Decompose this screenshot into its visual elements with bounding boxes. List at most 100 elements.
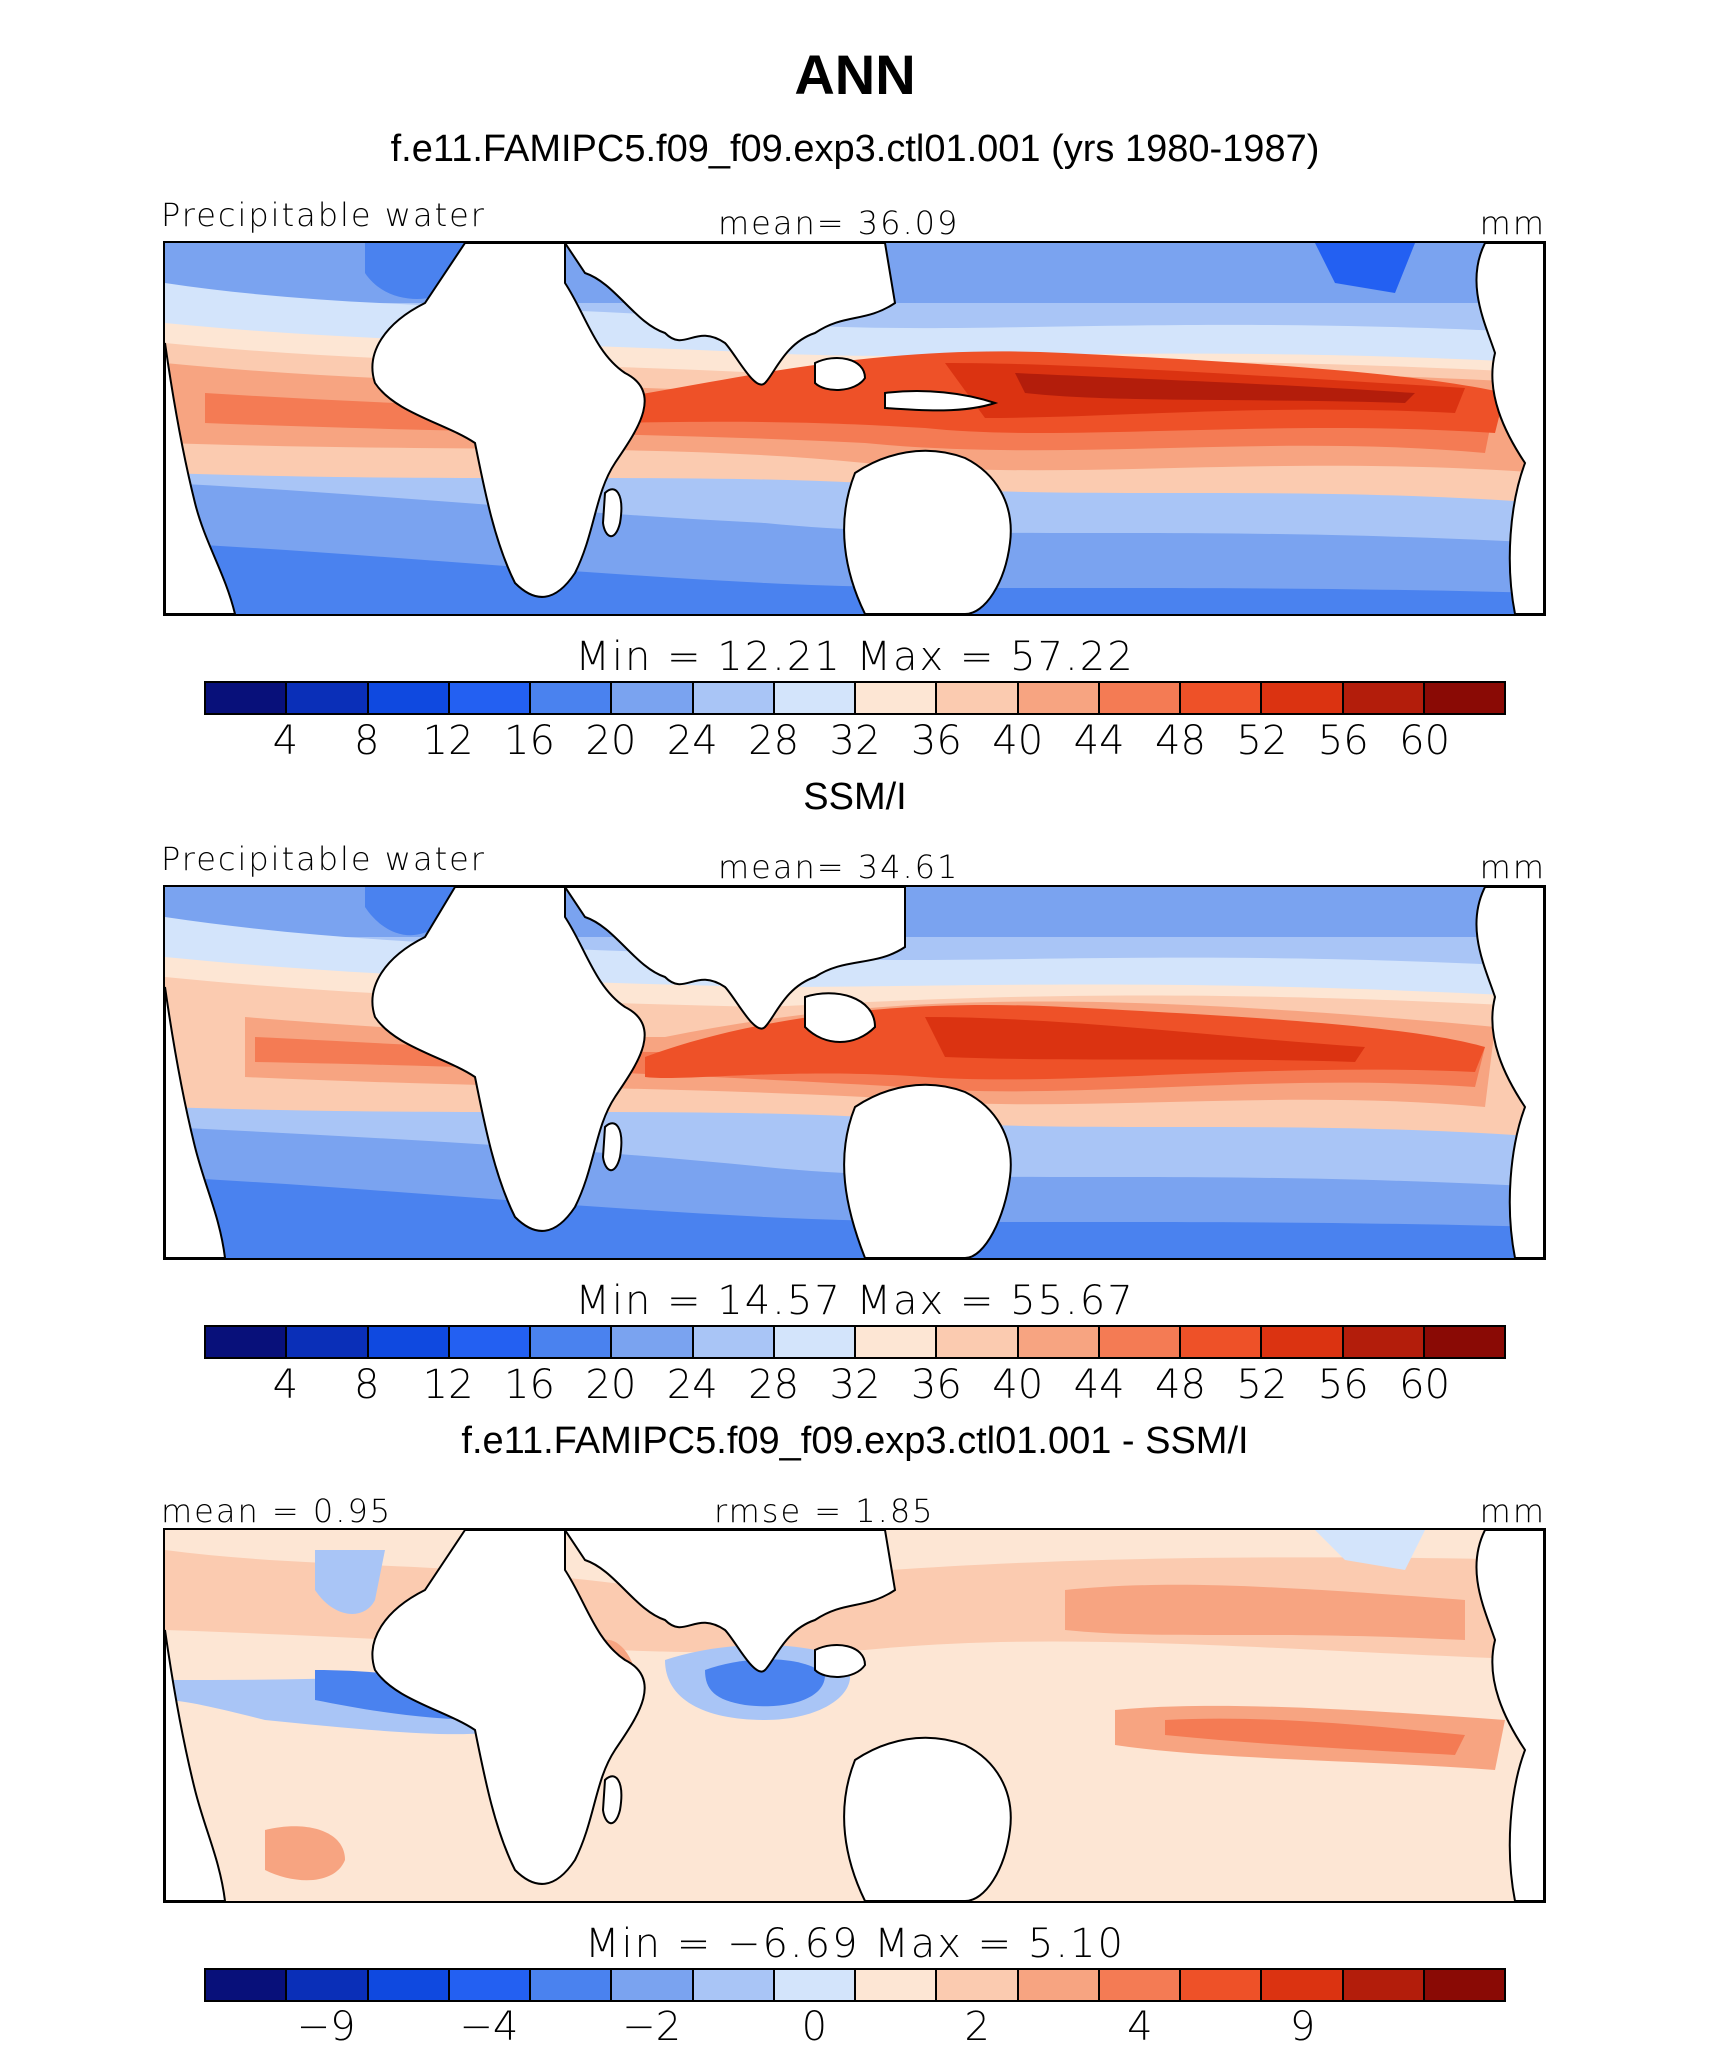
colorbar-swatch — [1262, 683, 1344, 713]
colorbar-tick-label: −2 — [622, 2004, 682, 2050]
panel-3-mean-label: mean = 0.95 — [161, 1492, 393, 1530]
colorbar-swatch — [287, 1970, 369, 2000]
colorbar-tick-label: 60 — [1399, 1362, 1451, 1408]
colorbar-tick-label: 32 — [829, 718, 881, 764]
panel-2-map — [163, 885, 1546, 1260]
colorbar-swatch — [1262, 1970, 1344, 2000]
colorbar-tick-label: 48 — [1155, 718, 1206, 764]
colorbar-swatch — [693, 683, 775, 713]
colorbar-tick-label: 44 — [1073, 718, 1125, 764]
panel-3-map — [163, 1528, 1546, 1903]
colorbar-swatch — [1262, 1327, 1344, 1357]
colorbar-swatch — [531, 1327, 613, 1357]
colorbar-tick-label: 36 — [910, 718, 962, 764]
colorbar-tick-label: −9 — [296, 2004, 356, 2050]
colorbar-tick-label: 60 — [1399, 718, 1451, 764]
panel-2-colorbar — [204, 1325, 1506, 1359]
colorbar-tick-label: 28 — [748, 718, 800, 764]
panel-2-mean-label: mean= 34.61 — [718, 848, 960, 886]
panel-1-map — [163, 241, 1546, 616]
colorbar-tick-label: 20 — [585, 1362, 637, 1408]
colorbar-swatch — [449, 1327, 531, 1357]
colorbar-swatch — [612, 683, 694, 713]
panel-2-map-svg — [165, 887, 1544, 1258]
panel-3-colorbar — [204, 1968, 1506, 2002]
colorbar-swatch — [449, 1970, 531, 2000]
colorbar-tick-label: 9 — [1289, 2004, 1316, 2050]
panel-2-variable-label: Precipitable water — [161, 840, 486, 878]
colorbar-tick-label: 32 — [829, 1362, 881, 1408]
colorbar-swatch — [449, 683, 531, 713]
colorbar-swatch — [368, 1327, 450, 1357]
colorbar-swatch — [368, 1970, 450, 2000]
colorbar-swatch — [937, 683, 1019, 713]
colorbar-swatch — [1099, 1970, 1181, 2000]
colorbar-tick-label: 52 — [1236, 718, 1288, 764]
colorbar-swatch — [693, 1327, 775, 1357]
colorbar-swatch — [287, 1327, 369, 1357]
colorbar-tick-label: 12 — [422, 718, 474, 764]
panel-2-minmax: Min = 14.57 Max = 55.67 — [575, 1278, 1135, 1324]
colorbar-swatch — [1424, 1970, 1504, 2000]
colorbar-swatch — [1343, 1970, 1425, 2000]
colorbar-tick-label: 40 — [992, 1362, 1044, 1408]
colorbar-swatch — [612, 1327, 694, 1357]
colorbar-swatch — [856, 1970, 938, 2000]
colorbar-tick-label: 8 — [354, 718, 380, 764]
colorbar-tick-label: 20 — [585, 718, 637, 764]
colorbar-tick-label: 4 — [272, 1362, 299, 1408]
panel-2-heading: SSM/I — [803, 776, 907, 818]
colorbar-swatch — [1099, 683, 1181, 713]
panel-3-map-svg — [165, 1530, 1544, 1901]
colorbar-tick-label: 40 — [992, 718, 1044, 764]
colorbar-tick-label: 24 — [666, 718, 718, 764]
colorbar-tick-label: 56 — [1317, 1362, 1369, 1408]
colorbar-swatch — [1181, 1970, 1263, 2000]
colorbar-swatch — [612, 1970, 694, 2000]
colorbar-tick-label: 48 — [1155, 1362, 1206, 1408]
colorbar-swatch — [368, 683, 450, 713]
panel-2-colorbar-ticks: 4 8 12 16 20 24 28 32 36 40 44 48 52 56 60 — [204, 1362, 1506, 1412]
colorbar-swatch — [1181, 683, 1263, 713]
panel-3-heading: f.e11.FAMIPC5.f09_f09.exp3.ctl01.001 - S… — [461, 1420, 1249, 1462]
panel-1-minmax: Min = 12.21 Max = 57.22 — [575, 634, 1135, 680]
colorbar-swatch — [1424, 1327, 1504, 1357]
panel-1-variable-label: Precipitable water — [161, 196, 486, 234]
colorbar-tick-label: 2 — [964, 2004, 990, 2050]
colorbar-swatch — [206, 683, 288, 713]
panel-3-minmax: Min = −6.69 Max = 5.10 — [585, 1921, 1125, 1967]
colorbar-tick-label: 16 — [504, 718, 555, 764]
colorbar-tick-label: 12 — [422, 1362, 474, 1408]
panel-1-mean-label: mean= 36.09 — [718, 204, 960, 242]
colorbar-tick-label: 4 — [1127, 2004, 1153, 2050]
colorbar-swatch — [531, 1970, 613, 2000]
colorbar-swatch — [774, 683, 856, 713]
colorbar-tick-label: 28 — [748, 1362, 800, 1408]
colorbar-swatch — [287, 683, 369, 713]
colorbar-swatch — [856, 683, 938, 713]
colorbar-swatch — [774, 1970, 856, 2000]
colorbar-swatch — [937, 1327, 1019, 1357]
panel-2-units-label: mm — [1479, 848, 1546, 886]
colorbar-swatch — [1424, 683, 1504, 713]
colorbar-tick-label: 8 — [354, 1362, 380, 1408]
colorbar-swatch — [774, 1327, 856, 1357]
colorbar-swatch — [531, 683, 613, 713]
colorbar-swatch — [206, 1970, 288, 2000]
colorbar-tick-label: 52 — [1236, 1362, 1288, 1408]
panel-1-heading: f.e11.FAMIPC5.f09_f09.exp3.ctl01.001 (yr… — [390, 128, 1320, 170]
colorbar-swatch — [937, 1970, 1019, 2000]
colorbar-tick-label: 0 — [801, 2004, 828, 2050]
colorbar-swatch — [1018, 1327, 1100, 1357]
colorbar-swatch — [206, 1327, 288, 1357]
panel-3-units-label: mm — [1479, 1492, 1546, 1530]
colorbar-tick-label: 36 — [910, 1362, 962, 1408]
panel-1-colorbar — [204, 681, 1506, 715]
colorbar-tick-label: −4 — [459, 2004, 519, 2050]
colorbar-swatch — [1343, 683, 1425, 713]
colorbar-swatch — [1181, 1327, 1263, 1357]
colorbar-swatch — [693, 1970, 775, 2000]
panel-3-rmse-label: rmse = 1.85 — [714, 1492, 935, 1530]
colorbar-tick-label: 44 — [1073, 1362, 1125, 1408]
colorbar-swatch — [1018, 683, 1100, 713]
